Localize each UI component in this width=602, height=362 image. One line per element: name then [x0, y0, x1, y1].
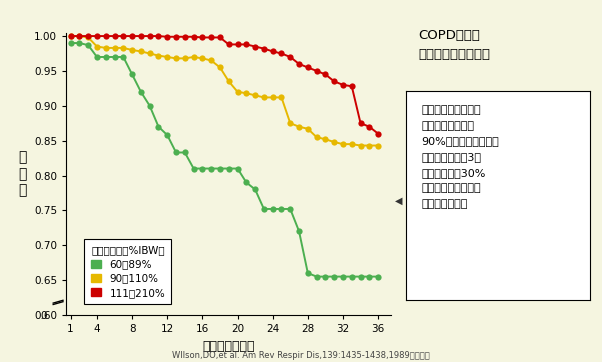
Text: 0: 0 [40, 311, 47, 321]
Legend: 60～89%, 90～110%, 111～210%: 60～89%, 90～110%, 111～210% [84, 239, 172, 304]
Text: 海外では、やせてい
る人（標準体重の
90%未満）は、そうで
ない人に比べ、3年
後の生存率が30%
以上低下すると報告
されています。: 海外では、やせてい る人（標準体重の 90%未満）は、そうで ない人に比べ、3年… [421, 105, 499, 209]
Text: WIlson,DO,et al. Am Rev Respir Dis,139:1435-1438,1989より改変: WIlson,DO,et al. Am Rev Respir Dis,139:1… [172, 351, 430, 360]
Text: COPD患者の
標準体重比と生存率: COPD患者の 標準体重比と生存率 [418, 29, 491, 61]
Text: ◀: ◀ [395, 196, 402, 206]
X-axis label: 観察期間（月）: 観察期間（月） [202, 340, 255, 353]
Y-axis label: 生
存
率: 生 存 率 [19, 151, 27, 197]
